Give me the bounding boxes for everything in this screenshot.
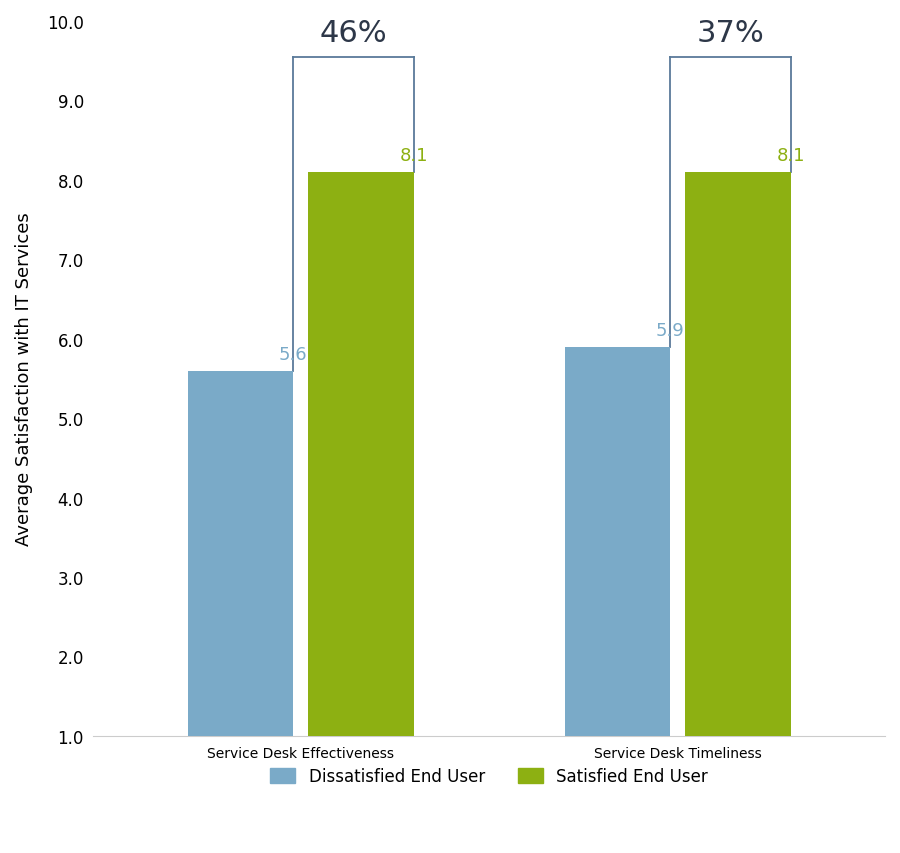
- Y-axis label: Average Satisfaction with IT Services: Average Satisfaction with IT Services: [15, 212, 33, 546]
- Text: 5.9: 5.9: [656, 322, 685, 339]
- Text: 8.1: 8.1: [400, 147, 428, 165]
- Legend: Dissatisfied End User, Satisfied End User: Dissatisfied End User, Satisfied End Use…: [264, 761, 715, 792]
- Bar: [564, 347, 670, 736]
- Text: 8.1: 8.1: [777, 147, 805, 165]
- Bar: [309, 172, 414, 736]
- Bar: [685, 172, 791, 736]
- Text: 46%: 46%: [320, 19, 387, 48]
- Bar: [188, 371, 293, 736]
- Text: 37%: 37%: [697, 19, 764, 48]
- Text: 5.6: 5.6: [279, 345, 308, 363]
